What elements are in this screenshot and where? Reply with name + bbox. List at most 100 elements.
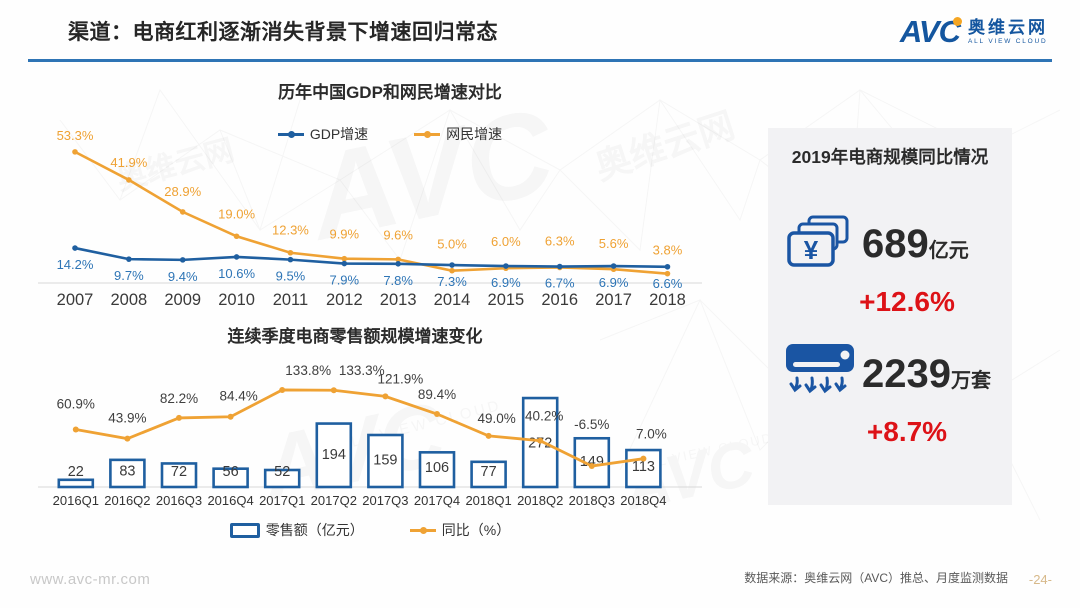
svg-text:82.2%: 82.2%	[160, 391, 198, 406]
svg-text:2013: 2013	[380, 291, 417, 309]
units-amount: 2239	[862, 352, 951, 396]
data-source-note: 数据来源：奥维云网（AVC）推总、月度监测数据	[744, 571, 1008, 585]
svg-text:6.6%: 6.6%	[653, 276, 683, 291]
svg-text:9.5%: 9.5%	[276, 269, 306, 284]
svg-text:2017: 2017	[595, 291, 632, 309]
svg-text:14.2%: 14.2%	[57, 257, 94, 272]
svg-text:6.9%: 6.9%	[491, 275, 521, 290]
svg-text:10.6%: 10.6%	[218, 266, 255, 281]
svg-text:49.0%: 49.0%	[477, 411, 515, 426]
ecommerce-yoy-change: +12.6%	[859, 286, 955, 317]
legend-item-netizen: 网民增速	[414, 124, 502, 144]
svg-text:2015: 2015	[488, 291, 525, 309]
svg-text:194: 194	[322, 447, 346, 463]
units-value: 2239万套	[862, 354, 991, 394]
kpi-panel-title: 2019年电商规模同比情况	[791, 147, 989, 167]
svg-text:106: 106	[425, 460, 449, 476]
avc-logo: AVC 奥维云网 ALL VIEW CLOUD	[900, 14, 1048, 50]
legend-item-gdp: GDP增速	[277, 124, 369, 144]
air-conditioner-icon	[786, 344, 854, 394]
svg-text:83: 83	[119, 463, 135, 479]
ecommerce-amount: 689	[862, 222, 929, 266]
page-title: 渠道：电商红利逐渐消失背景下增速回归常态	[68, 21, 498, 44]
svg-text:2012: 2012	[326, 291, 363, 309]
svg-text:2017Q3: 2017Q3	[362, 493, 408, 508]
svg-text:7.8%: 7.8%	[383, 273, 413, 288]
logo-en-name: ALL VIEW CLOUD	[968, 37, 1048, 45]
svg-text:12.3%: 12.3%	[272, 223, 309, 238]
svg-text:2016: 2016	[541, 291, 578, 309]
legend-item-retail: 零售额（亿元）	[229, 520, 364, 540]
svg-text:2017Q4: 2017Q4	[414, 493, 460, 508]
svg-text:¥: ¥	[804, 235, 819, 265]
svg-text:84.4%: 84.4%	[219, 389, 257, 404]
svg-text:-6.5%: -6.5%	[574, 417, 609, 432]
yoy-line-marker-icon	[409, 526, 436, 534]
gdp-chart-title: 历年中国GDP和网民增速对比	[278, 83, 502, 102]
legend-label-yoy: 同比（%）	[441, 522, 511, 538]
svg-text:133.8%: 133.8%	[285, 363, 331, 378]
svg-text:2018Q4: 2018Q4	[620, 493, 666, 508]
svg-text:5.6%: 5.6%	[599, 236, 629, 251]
svg-text:2016Q2: 2016Q2	[104, 493, 150, 508]
title-underline	[28, 59, 1052, 62]
svg-text:60.9%: 60.9%	[57, 396, 95, 411]
svg-text:2018Q1: 2018Q1	[465, 493, 511, 508]
svg-text:9.6%: 9.6%	[383, 227, 413, 242]
svg-text:43.9%: 43.9%	[108, 411, 146, 426]
svg-text:2009: 2009	[164, 291, 201, 309]
quarterly-chart-legend: 零售额（亿元） 同比（%）	[30, 520, 710, 540]
svg-text:2010: 2010	[218, 291, 255, 309]
svg-text:2017Q2: 2017Q2	[311, 493, 357, 508]
svg-text:2016Q3: 2016Q3	[156, 493, 202, 508]
ecommerce-unit: 亿元	[928, 240, 969, 262]
gdp-line-marker-icon	[277, 130, 304, 138]
svg-text:19.0%: 19.0%	[218, 206, 255, 221]
svg-text:2008: 2008	[111, 291, 148, 309]
svg-text:40.2%: 40.2%	[525, 409, 563, 424]
legend-label-netizen: 网民增速	[446, 126, 503, 142]
svg-text:2018Q2: 2018Q2	[517, 493, 563, 508]
svg-text:9.7%: 9.7%	[114, 268, 144, 283]
svg-text:5.0%: 5.0%	[437, 237, 467, 252]
svg-text:2014: 2014	[434, 291, 471, 309]
quarterly-bar-line-chart: 2016Q1 2016Q2 2016Q3 2016Q4 2017Q1 2017Q2 2017…	[38, 363, 702, 508]
svg-text:72: 72	[171, 464, 187, 480]
logo-orange-dot-icon	[953, 17, 962, 26]
svg-text:2007: 2007	[57, 291, 94, 309]
svg-text:7.9%: 7.9%	[329, 273, 359, 288]
svg-text:56: 56	[223, 464, 239, 480]
svg-text:133.3%: 133.3%	[339, 363, 385, 378]
svg-text:159: 159	[373, 452, 397, 468]
avc-logo-text: AVC	[899, 14, 962, 49]
legend-item-yoy: 同比（%）	[409, 520, 511, 540]
svg-text:6.3%: 6.3%	[545, 234, 575, 249]
website-url: www.avc-mr.com	[30, 571, 151, 588]
svg-text:2018Q3: 2018Q3	[569, 493, 615, 508]
svg-text:2016Q1: 2016Q1	[53, 493, 99, 508]
gdp-chart-legend: GDP增速 网民增速	[50, 124, 730, 144]
retail-bar-marker-icon	[229, 522, 260, 538]
svg-text:113: 113	[632, 459, 655, 475]
gdp-netizen-line-chart: 2007 2008 2009 2010 2011 2012 2013 2014 2015 2016…	[38, 128, 702, 309]
legend-label-gdp: GDP增速	[309, 126, 369, 142]
legend-label-retail: 零售额（亿元）	[265, 522, 364, 538]
money-icon: ¥	[787, 215, 849, 267]
svg-text:22: 22	[68, 464, 84, 480]
svg-text:9.4%: 9.4%	[168, 269, 198, 284]
svg-text:77: 77	[481, 464, 497, 480]
svg-text:2017Q1: 2017Q1	[259, 493, 305, 508]
svg-text:41.9%: 41.9%	[110, 155, 147, 170]
svg-text:121.9%: 121.9%	[378, 371, 424, 386]
quarterly-chart-title: 连续季度电商零售额规模增速变化	[227, 327, 483, 346]
svg-text:28.9%: 28.9%	[164, 184, 201, 199]
svg-text:6.7%: 6.7%	[545, 276, 575, 291]
svg-text:2018: 2018	[649, 291, 686, 309]
svg-text:9.9%: 9.9%	[329, 227, 359, 242]
page-number: -24-	[1028, 572, 1052, 587]
svg-text:7.0%: 7.0%	[636, 427, 667, 442]
units-unit: 万套	[950, 370, 991, 392]
svg-text:6.9%: 6.9%	[599, 275, 629, 290]
ecommerce-value: 689亿元	[862, 224, 969, 264]
svg-text:52: 52	[274, 464, 290, 480]
